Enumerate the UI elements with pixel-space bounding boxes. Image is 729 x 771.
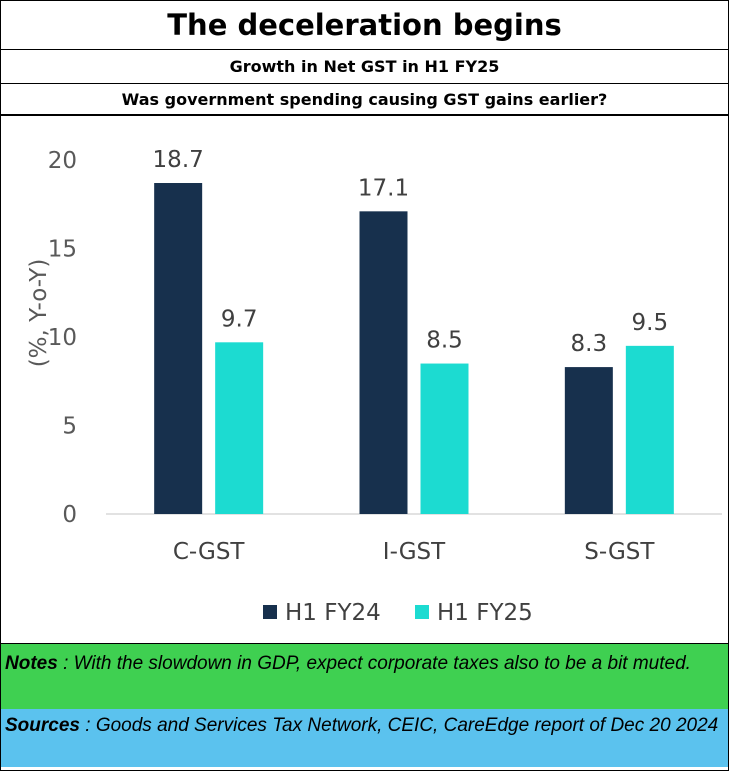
- y-tick-label: 0: [62, 502, 77, 528]
- y-tick-label: 5: [62, 414, 77, 440]
- sources-text: : Goods and Services Tax Network, CEIC, …: [79, 715, 719, 736]
- x-category-label: I-GST: [383, 539, 446, 565]
- x-category-label: C-GST: [173, 539, 246, 565]
- chart-title: The deceleration begins: [1, 1, 728, 50]
- chart-area: 0 5 10 15 20 (%, Y-o-Y) 18.7 9.7 17.1 8.5 8.3 9.5…: [1, 116, 728, 643]
- data-label: 9.5: [632, 310, 669, 336]
- data-label: 18.7: [153, 147, 204, 173]
- legend-swatch: [263, 605, 277, 619]
- x-category-label: S-GST: [584, 539, 655, 565]
- y-axis-label: (%, Y-o-Y): [26, 259, 52, 368]
- legend-swatch: [415, 605, 429, 619]
- data-label: 8.3: [571, 331, 608, 357]
- chart-question: Was government spending causing GST gain…: [1, 84, 728, 116]
- legend-label: H1 FY24: [285, 600, 381, 626]
- notes-panel: Notes : With the slowdown in GDP, expect…: [1, 643, 728, 715]
- y-tick-label: 20: [48, 148, 77, 174]
- bar: [359, 211, 408, 514]
- legend-label: H1 FY25: [437, 600, 533, 626]
- data-label: 9.7: [221, 306, 258, 332]
- y-tick-label: 10: [48, 325, 77, 351]
- sources-label: Sources: [5, 715, 80, 736]
- x-axis-categories: C-GST I-GST S-GST: [173, 539, 656, 565]
- notes-text: : With the slowdown in GDP, expect corpo…: [57, 653, 691, 674]
- notes-label: Notes: [5, 653, 58, 674]
- bars-group: 18.7 9.7 17.1 8.5 8.3 9.5: [153, 147, 674, 514]
- bar: [420, 363, 469, 514]
- data-label: 8.5: [426, 328, 463, 354]
- y-tick-label: 15: [48, 237, 77, 263]
- bar: [625, 345, 674, 514]
- data-label: 17.1: [358, 175, 409, 201]
- bar: [154, 183, 203, 514]
- bar: [564, 367, 613, 514]
- legend: H1 FY24 H1 FY25: [263, 600, 533, 626]
- y-axis-ticks: 0 5 10 15 20: [48, 148, 77, 528]
- bar-chart: 0 5 10 15 20 (%, Y-o-Y) 18.7 9.7 17.1 8.5 8.3 9.5…: [26, 147, 722, 626]
- bar: [215, 342, 264, 514]
- chart-subtitle: Growth in Net GST in H1 FY25: [1, 49, 728, 84]
- sources-panel: Sources : Goods and Services Tax Network…: [1, 709, 728, 767]
